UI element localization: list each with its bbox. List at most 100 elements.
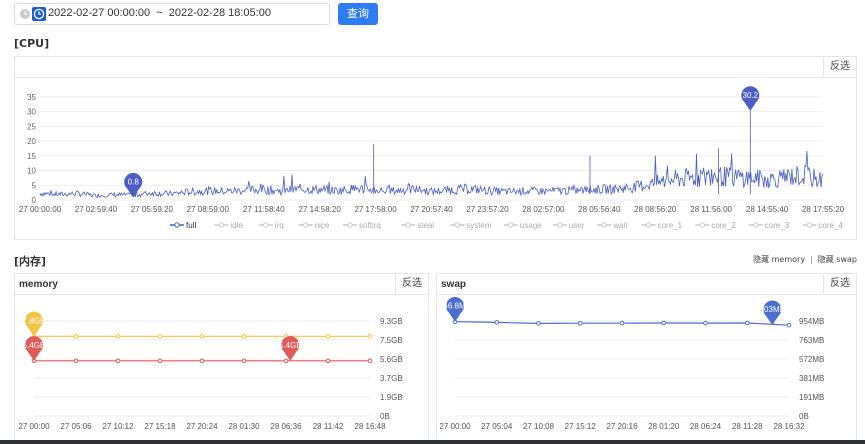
cpu-legend-dot — [557, 222, 563, 228]
memory-x-tick: 28 11:42 — [313, 422, 344, 431]
memory-memTotal-point — [241, 334, 247, 339]
cpu-invert-button[interactable]: 反选 — [823, 57, 856, 77]
cpu-panel-header: 反选 — [15, 57, 856, 78]
cpu-legend-item-full[interactable]: full — [170, 221, 196, 230]
memory-x-tick: 27 05:06 — [60, 422, 92, 431]
memory-invert-button[interactable]: 反选 — [395, 274, 428, 294]
cpu-legend-item-softirq[interactable]: softirq — [343, 221, 381, 230]
hide-memory-link[interactable]: 隐藏 memory — [753, 255, 806, 264]
cpu-y-tick: 15 — [27, 152, 36, 161]
memory-y-tick: 9.3GB — [380, 317, 403, 326]
cpu-x-tick: 27 08:59:00 — [187, 205, 230, 214]
cpu-x-tick: 28 02:57:00 — [522, 205, 565, 214]
cpu-chart: 0 5 10 15 20 25 30 35 27 00:00:00 27 02:59:40 27 0… — [19, 86, 845, 230]
memory-total-marker: 7.8GB — [23, 311, 45, 337]
cpu-legend-item-wait[interactable]: wait — [597, 221, 628, 230]
cpu-legend-item-user[interactable]: user — [552, 221, 585, 230]
cpu-x-tick: 27 00:00:00 — [19, 205, 62, 214]
swap-point — [577, 320, 583, 326]
cpu-legend-item-core-4[interactable]: core_4 — [802, 221, 843, 230]
cpu-legend-dot — [302, 222, 309, 228]
cpu-y-tick: 25 — [27, 122, 36, 131]
memory-panel: memory 反选 — [14, 273, 429, 443]
cpu-legend-dot — [753, 222, 759, 228]
cpu-y-tick: 10 — [27, 167, 36, 176]
cpu-peak-marker-1-label: 30.2 — [743, 91, 759, 100]
swap-x-tick: 28 01:20 — [648, 422, 680, 431]
memory-memUsed-point — [241, 358, 247, 364]
cpu-legend-dot — [174, 222, 180, 228]
swap-panel-title: swap — [441, 279, 467, 290]
cpu-x-tick: 28 17:55:20 — [802, 205, 845, 214]
memory-used-marker-0: 5.4GB — [23, 336, 46, 361]
date-range-picker[interactable]: 2022-02-27 00:00:00 ~ 2022-02-28 18:05:0… — [14, 3, 330, 25]
cpu-legend-dot — [454, 222, 460, 228]
memory-panel-header: memory 反选 — [15, 274, 428, 295]
memory-memTotal-point — [73, 334, 79, 339]
swap-x-tick: 28 11:28 — [732, 422, 763, 431]
cpu-x-tick: 27 05:59:20 — [131, 205, 174, 214]
cpu-legend-dot — [699, 222, 705, 228]
swap-point — [619, 320, 625, 326]
cpu-x-tick: 28 11:56:00 — [690, 205, 732, 214]
cpu-legend-label: softirq — [359, 221, 381, 230]
memory-memTotal-point — [367, 334, 373, 339]
swap-invert-button[interactable]: 反选 — [823, 274, 856, 294]
cpu-legend-item-steal[interactable]: steal — [401, 221, 434, 230]
memory-used-marker-0-label: 5.4GB — [23, 341, 46, 350]
cpu-peak-marker-1: 30.2 — [741, 86, 760, 111]
memory-x-tick: 27 00:00 — [18, 422, 50, 431]
cpu-peak-marker-1-shape — [741, 86, 760, 111]
memory-used-marker-1-shape — [281, 336, 300, 361]
cpu-legend-label: steal — [417, 221, 434, 230]
swap-x-tick: 27 00:00 — [439, 422, 471, 431]
cpu-x-tick: 27 11:58:40 — [243, 205, 285, 214]
swap-max-marker-label: 946.8MB — [439, 302, 471, 311]
window-bottom-edge — [0, 440, 865, 444]
swap-min-marker-label: 903MB — [760, 305, 785, 314]
clock-icon[interactable] — [32, 7, 46, 21]
date-range-text: 2022-02-27 00:00:00 ~ 2022-02-28 18:05:0… — [48, 7, 271, 19]
memory-y-tick: 0B — [380, 412, 390, 421]
cpu-legend-item-system[interactable]: system — [450, 221, 492, 230]
memory-section-title: [内存] — [14, 255, 47, 268]
cpu-legend-item-usage[interactable]: usage — [503, 221, 542, 230]
memory-used-marker-0-shape — [25, 336, 44, 361]
memory-total-marker-shape — [25, 311, 44, 337]
swap-chart: 0B 191MB 381MB 572MB 763MB 954MB 27 00:00 27 05… — [439, 297, 824, 431]
hide-swap-link[interactable]: 隐藏 swap — [817, 255, 857, 264]
cpu-legend-label: full — [186, 221, 196, 230]
swap-panel-header: swap 反选 — [437, 274, 856, 295]
query-button[interactable]: 查询 — [338, 3, 378, 25]
cpu-x-tick: 28 05:56:40 — [578, 205, 621, 214]
swap-point — [536, 321, 541, 326]
memory-memUsed-point — [157, 358, 163, 364]
cpu-legend-dot — [806, 222, 813, 228]
memory-memUsed-point — [283, 358, 289, 364]
cpu-peak-marker-0: 0.8 — [124, 172, 143, 198]
swap-min-marker-shape — [763, 300, 782, 326]
cpu-legend-item-idle[interactable]: idle — [214, 221, 243, 230]
cpu-legend-item-irq[interactable]: irq — [258, 221, 284, 230]
cpu-legend-item-core-3[interactable]: core_3 — [748, 221, 790, 230]
swap-y-tick: 763MB — [799, 336, 824, 345]
cpu-x-tick: 27 20:57:40 — [410, 205, 453, 214]
memory-used-marker-1: 5.4GB — [279, 336, 302, 361]
cpu-legend-dot — [347, 222, 353, 228]
cpu-section-title: [CPU] — [14, 37, 50, 50]
cpu-legend-dot — [645, 222, 652, 228]
swap-point — [786, 322, 792, 328]
swap-point — [744, 320, 750, 326]
cpu-legend-label: nice — [315, 221, 330, 230]
memory-chart: 0B 1.9GB 3.7GB 5.6GB 7.5GB 9.3GB 27 00:00 27 05… — [18, 311, 403, 431]
swap-point — [703, 320, 708, 326]
calendar-icon — [20, 9, 30, 19]
cpu-legend-item-core-2[interactable]: core_2 — [695, 221, 736, 230]
swap-x-tick: 27 20:16 — [606, 422, 638, 431]
swap-max-marker: 946.8MB — [439, 297, 471, 322]
memory-memTotal-point — [325, 334, 331, 339]
cpu-legend-label: core_2 — [711, 221, 736, 230]
cpu-legend-item-core-1[interactable]: core_1 — [641, 221, 683, 230]
memory-y-tick: 1.9GB — [380, 393, 403, 402]
cpu-legend-item-nice[interactable]: nice — [298, 221, 330, 230]
